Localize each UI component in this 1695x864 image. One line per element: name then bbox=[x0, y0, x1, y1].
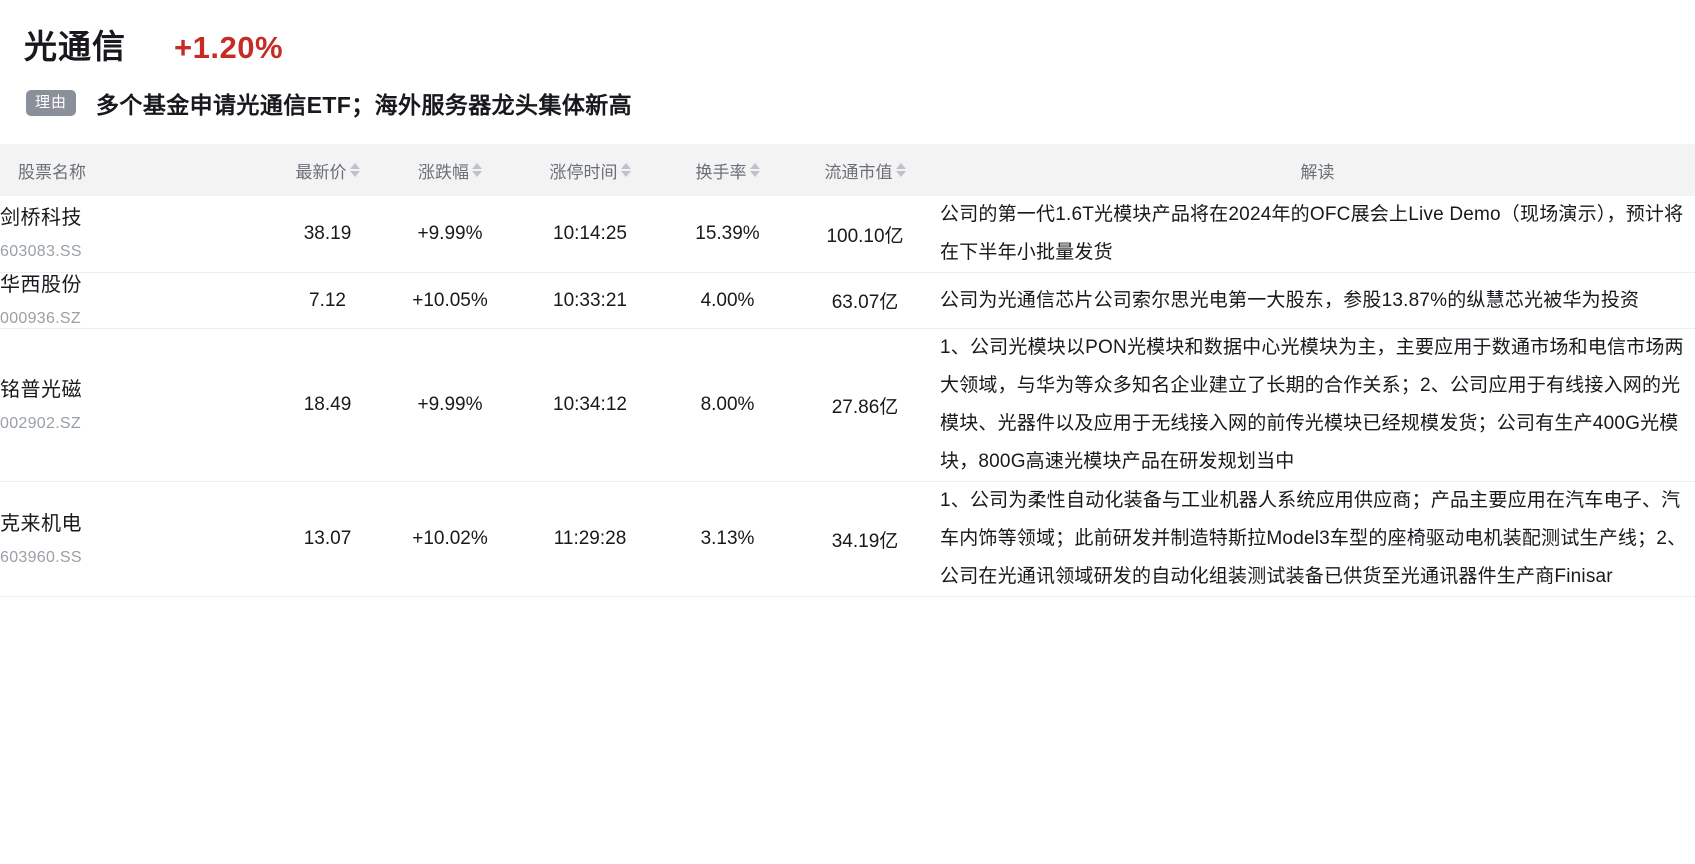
reason-row: 理由 多个基金申请光通信ETF；海外服务器龙头集体新高 bbox=[0, 68, 1695, 120]
table-body: 剑桥科技 603083.SS 38.19 +9.99% 10:14:25 15.… bbox=[0, 196, 1695, 598]
cell-description: 公司为光通信芯片公司索尔思光电第一大股东，参股13.87%的纵慧芯光被华为投资 bbox=[940, 272, 1695, 330]
cell-limit-up-time: 10:14:25 bbox=[515, 196, 665, 273]
cell-price: 38.19 bbox=[270, 196, 385, 273]
stock-name-text: 剑桥科技 bbox=[0, 207, 82, 230]
sort-toggle-icon[interactable] bbox=[349, 163, 360, 177]
reason-tag-badge: 理由 bbox=[26, 90, 77, 116]
sector-title: 光通信 bbox=[24, 28, 126, 65]
stock-code-text: 000936.SZ bbox=[0, 310, 81, 327]
cell-market-cap: 34.19亿 bbox=[790, 481, 940, 598]
table-row[interactable]: 华西股份 000936.SZ 7.12 +10.05% 10:33:21 4.0… bbox=[0, 272, 1695, 330]
cell-stock-name[interactable]: 铭普光磁 002902.SZ bbox=[0, 328, 270, 483]
col-header-price-label: 最新价 bbox=[295, 162, 347, 182]
sector-change-pct: +1.20% bbox=[174, 30, 284, 65]
cell-turnover: 4.00% bbox=[665, 272, 790, 330]
stock-name-text: 铭普光磁 bbox=[0, 378, 82, 401]
cell-description: 1、公司光模块以PON光模块和数据中心光模块为主，主要应用于数通市场和电信市场两… bbox=[940, 328, 1695, 483]
cell-limit-up-time: 10:33:21 bbox=[515, 272, 665, 330]
col-header-marketcap-label: 流通市值 bbox=[824, 162, 893, 182]
table-row[interactable]: 铭普光磁 002902.SZ 18.49 +9.99% 10:34:12 8.0… bbox=[0, 328, 1695, 483]
cell-description: 公司的第一代1.6T光模块产品将在2024年的OFC展会上Live Demo（现… bbox=[940, 196, 1695, 273]
col-header-price[interactable]: 最新价 bbox=[270, 144, 385, 196]
stock-code-text: 603083.SS bbox=[0, 243, 82, 261]
cell-market-cap: 100.10亿 bbox=[790, 196, 940, 273]
col-header-time-label: 涨停时间 bbox=[549, 162, 618, 182]
table-row[interactable]: 剑桥科技 603083.SS 38.19 +9.99% 10:14:25 15.… bbox=[0, 196, 1695, 273]
sort-toggle-icon[interactable] bbox=[895, 163, 906, 177]
col-header-name-label: 股票名称 bbox=[18, 162, 86, 182]
cell-change-pct: +9.99% bbox=[385, 328, 515, 483]
col-header-marketcap[interactable]: 流通市值 bbox=[790, 144, 940, 196]
sort-toggle-icon[interactable] bbox=[472, 163, 482, 177]
stock-code-text: 603960.SS bbox=[0, 548, 82, 566]
col-header-desc: 解读 bbox=[940, 144, 1695, 196]
col-header-name: 股票名称 bbox=[0, 144, 270, 196]
stock-name-text: 华西股份 bbox=[0, 274, 82, 296]
table-header: 股票名称 最新价 涨跌幅 涨停时间 bbox=[0, 144, 1695, 196]
col-header-pct[interactable]: 涨跌幅 bbox=[385, 144, 515, 196]
cell-market-cap: 63.07亿 bbox=[790, 272, 940, 330]
cell-stock-name[interactable]: 剑桥科技 603083.SS bbox=[0, 196, 270, 273]
cell-change-pct: +10.02% bbox=[385, 481, 515, 598]
col-header-pct-label: 涨跌幅 bbox=[418, 162, 469, 182]
cell-turnover: 15.39% bbox=[665, 196, 790, 273]
cell-turnover: 3.13% bbox=[665, 481, 790, 598]
stock-code-text: 002902.SZ bbox=[0, 414, 81, 432]
cell-limit-up-time: 10:34:12 bbox=[515, 328, 665, 483]
sort-toggle-icon[interactable] bbox=[749, 163, 760, 177]
cell-change-pct: +10.05% bbox=[385, 272, 515, 330]
cell-stock-name[interactable]: 华西股份 000936.SZ bbox=[0, 272, 270, 330]
col-header-time[interactable]: 涨停时间 bbox=[515, 144, 665, 196]
stock-name-text: 克来机电 bbox=[0, 512, 82, 535]
table-header-row: 股票名称 最新价 涨跌幅 涨停时间 bbox=[0, 144, 1695, 196]
col-header-desc-label: 解读 bbox=[1300, 162, 1335, 182]
cell-description: 1、公司为柔性自动化装备与工业机器人系统应用供应商；产品主要应用在汽车电子、汽车… bbox=[940, 481, 1695, 598]
cell-turnover: 8.00% bbox=[665, 328, 790, 483]
cell-price: 7.12 bbox=[270, 272, 385, 330]
reason-text: 多个基金申请光通信ETF；海外服务器龙头集体新高 bbox=[96, 92, 633, 118]
sector-header: 光通信 +1.20% bbox=[0, 0, 1695, 68]
col-header-turnover-label: 换手率 bbox=[695, 162, 747, 182]
sort-toggle-icon[interactable] bbox=[620, 163, 631, 177]
stock-table: 股票名称 最新价 涨跌幅 涨停时间 bbox=[0, 144, 1695, 598]
cell-price: 18.49 bbox=[270, 328, 385, 483]
cell-change-pct: +9.99% bbox=[385, 196, 515, 273]
cell-market-cap: 27.86亿 bbox=[790, 328, 940, 483]
cell-price: 13.07 bbox=[270, 481, 385, 598]
cell-limit-up-time: 11:29:28 bbox=[515, 481, 665, 598]
cell-stock-name[interactable]: 克来机电 603960.SS bbox=[0, 481, 270, 598]
table-row[interactable]: 克来机电 603960.SS 13.07 +10.02% 11:29:28 3.… bbox=[0, 481, 1695, 598]
col-header-turnover[interactable]: 换手率 bbox=[665, 144, 790, 196]
